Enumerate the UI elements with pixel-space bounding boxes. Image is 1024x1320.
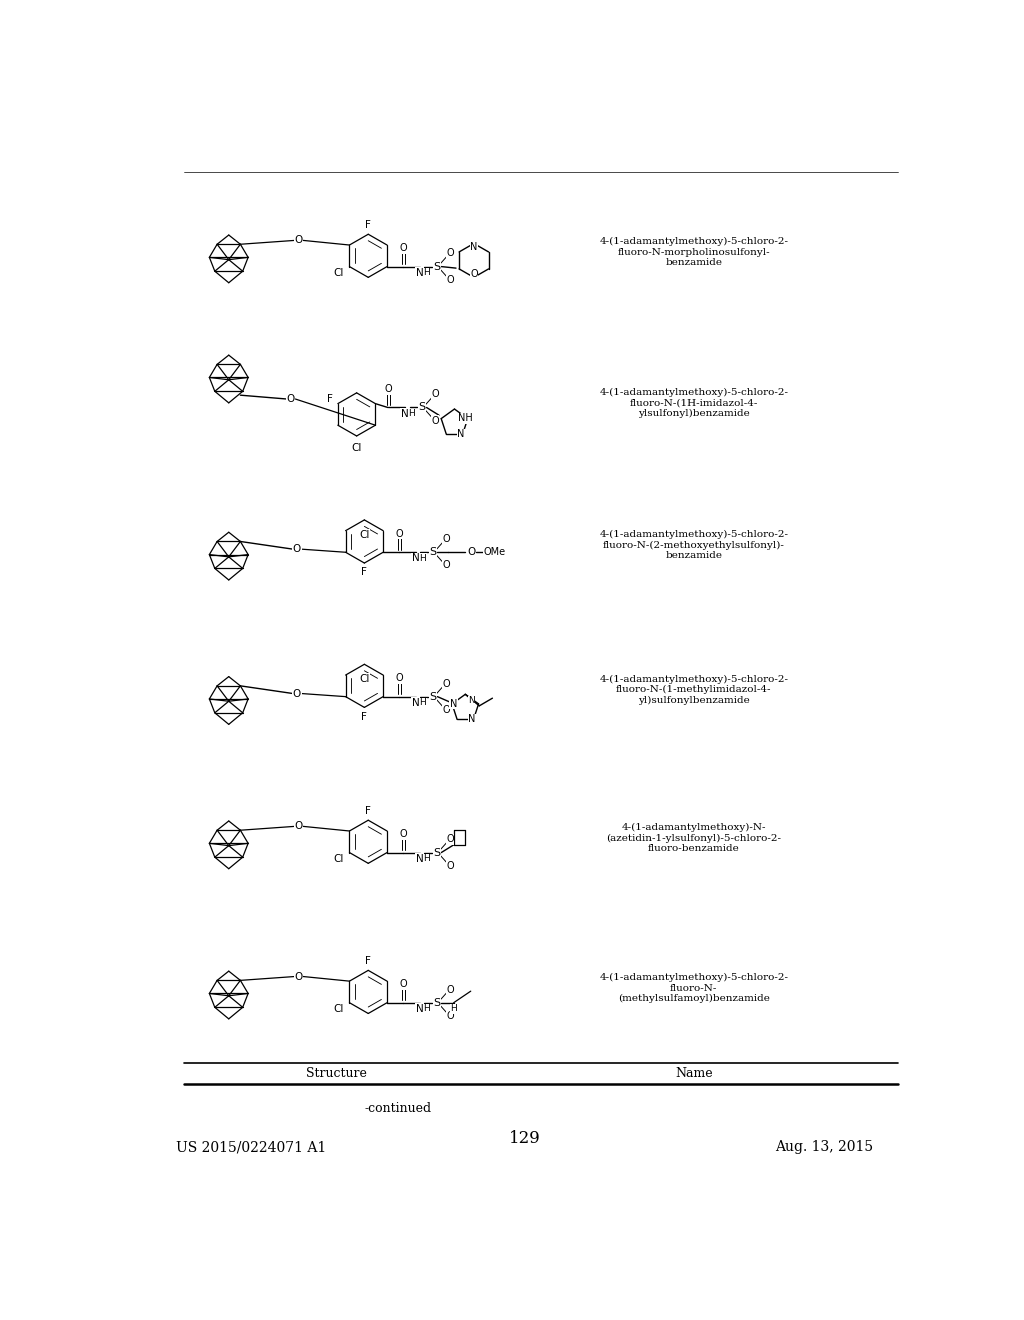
Text: Cl: Cl bbox=[334, 854, 344, 863]
Text: -continued: -continued bbox=[365, 1102, 431, 1114]
Text: F: F bbox=[361, 568, 368, 577]
Text: O: O bbox=[442, 705, 450, 714]
Text: S: S bbox=[433, 261, 440, 272]
Text: O: O bbox=[399, 243, 408, 253]
Text: O: O bbox=[399, 829, 408, 840]
Text: Aug. 13, 2015: Aug. 13, 2015 bbox=[775, 1140, 873, 1154]
Text: Name: Name bbox=[675, 1067, 713, 1080]
Text: O: O bbox=[446, 1011, 454, 1020]
Text: O: O bbox=[395, 673, 403, 684]
Text: O: O bbox=[399, 979, 408, 989]
Text: N: N bbox=[468, 696, 475, 705]
Text: NH: NH bbox=[458, 413, 473, 424]
Text: H: H bbox=[423, 268, 430, 277]
Text: O: O bbox=[446, 861, 454, 871]
Text: Cl: Cl bbox=[359, 675, 370, 684]
Text: 4-(1-adamantylmethoxy)-5-chloro-2-
fluoro-N-
(methylsulfamoyl)benzamide: 4-(1-adamantylmethoxy)-5-chloro-2- fluor… bbox=[599, 973, 788, 1003]
Text: S: S bbox=[429, 548, 436, 557]
Text: S: S bbox=[429, 692, 436, 702]
Text: N: N bbox=[401, 409, 409, 418]
Text: 4-(1-adamantylmethoxy)-5-chloro-2-
fluoro-N-(1H-imidazol-4-
ylsulfonyl)benzamide: 4-(1-adamantylmethoxy)-5-chloro-2- fluor… bbox=[599, 388, 788, 418]
Text: H: H bbox=[409, 409, 415, 418]
Text: F: F bbox=[361, 711, 368, 722]
Text: H: H bbox=[419, 698, 426, 708]
Text: Cl: Cl bbox=[359, 529, 370, 540]
Text: S: S bbox=[433, 998, 440, 1007]
Text: S: S bbox=[433, 847, 440, 858]
Text: O: O bbox=[294, 821, 303, 832]
Text: F: F bbox=[366, 956, 371, 966]
Text: H: H bbox=[451, 1005, 457, 1014]
Text: N: N bbox=[450, 698, 458, 709]
Text: O: O bbox=[431, 389, 439, 400]
Text: 4-(1-adamantylmethoxy)-5-chloro-2-
fluoro-N-(1-methylimidazol-4-
yl)sulfonylbenz: 4-(1-adamantylmethoxy)-5-chloro-2- fluor… bbox=[599, 675, 788, 705]
Text: H: H bbox=[423, 1005, 430, 1014]
Text: N: N bbox=[416, 854, 424, 863]
Text: N: N bbox=[416, 1005, 424, 1014]
Text: Cl: Cl bbox=[334, 1005, 344, 1014]
Text: F: F bbox=[366, 807, 371, 816]
Text: Cl: Cl bbox=[334, 268, 344, 277]
Text: 4-(1-adamantylmethoxy)-5-chloro-2-
fluoro-N-(2-methoxyethylsulfonyl)-
benzamide: 4-(1-adamantylmethoxy)-5-chloro-2- fluor… bbox=[599, 531, 788, 561]
Text: O: O bbox=[287, 395, 295, 404]
Text: O: O bbox=[446, 834, 454, 845]
Text: O: O bbox=[446, 985, 454, 994]
Text: H: H bbox=[419, 554, 426, 562]
Text: O: O bbox=[293, 689, 301, 698]
Text: O: O bbox=[395, 529, 403, 539]
Text: OMe: OMe bbox=[483, 548, 506, 557]
Text: 4-(1-adamantylmethoxy)-5-chloro-2-
fluoro-N-morpholinosulfonyl-
benzamide: 4-(1-adamantylmethoxy)-5-chloro-2- fluor… bbox=[599, 238, 788, 267]
Text: O: O bbox=[431, 416, 439, 425]
Text: F: F bbox=[366, 220, 371, 230]
Text: O: O bbox=[442, 535, 450, 544]
Text: N: N bbox=[470, 243, 477, 252]
Text: O: O bbox=[294, 972, 303, 982]
Text: F: F bbox=[327, 395, 333, 404]
Text: H: H bbox=[423, 854, 430, 863]
Text: Structure: Structure bbox=[306, 1067, 367, 1080]
Text: O: O bbox=[446, 275, 454, 285]
Text: US 2015/0224071 A1: US 2015/0224071 A1 bbox=[176, 1140, 327, 1154]
Text: Cl: Cl bbox=[351, 444, 361, 453]
Text: N: N bbox=[412, 698, 420, 708]
Text: O: O bbox=[442, 561, 450, 570]
Text: O: O bbox=[442, 678, 450, 689]
Text: 4-(1-adamantylmethoxy)-N-
(azetidin-1-ylsulfonyl)-5-chloro-2-
fluoro-benzamide: 4-(1-adamantylmethoxy)-N- (azetidin-1-yl… bbox=[606, 822, 781, 853]
Text: N: N bbox=[412, 553, 420, 564]
Text: O: O bbox=[294, 235, 303, 246]
Text: O: O bbox=[293, 544, 301, 554]
Text: S: S bbox=[419, 403, 426, 412]
Text: O: O bbox=[470, 268, 477, 279]
Text: N: N bbox=[416, 268, 424, 277]
Text: O: O bbox=[446, 248, 454, 259]
Text: N: N bbox=[468, 714, 476, 725]
Text: O: O bbox=[385, 384, 392, 393]
Text: O: O bbox=[467, 548, 475, 557]
Text: N: N bbox=[458, 429, 465, 440]
Text: 129: 129 bbox=[509, 1130, 541, 1147]
